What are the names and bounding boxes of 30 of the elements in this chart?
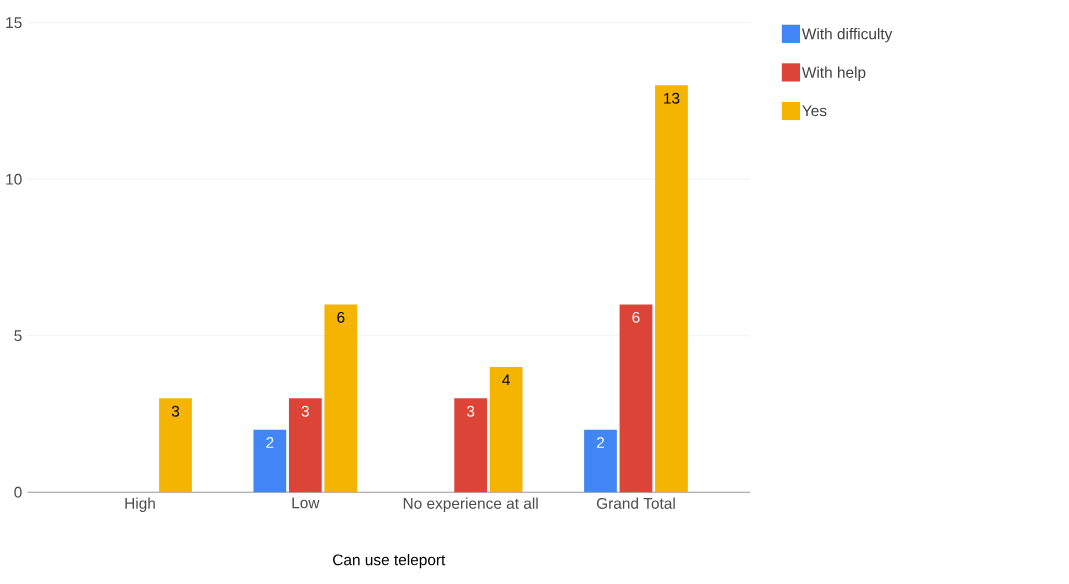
- bar: [655, 85, 688, 493]
- legend-label: With difficulty: [801, 27, 893, 43]
- bar: [584, 429, 617, 493]
- x-tick-label: High: [125, 497, 155, 512]
- legend-label: Yes: [802, 105, 827, 117]
- bar: [288, 398, 322, 493]
- bar: [619, 304, 653, 493]
- y-tick-label: 15: [6, 17, 22, 29]
- data-label: 4: [502, 374, 510, 386]
- bar: [324, 304, 358, 493]
- bar: [253, 429, 287, 493]
- legend-label: With help: [801, 66, 866, 81]
- data-label: 6: [632, 311, 640, 323]
- bar: [489, 366, 523, 493]
- y-tick-label: 5: [14, 330, 22, 342]
- data-label: 2: [596, 437, 604, 448]
- data-label: 3: [466, 405, 475, 417]
- y-tick-label: 0: [14, 486, 22, 498]
- data-label: 13: [664, 92, 680, 104]
- x-tick-label: No experience at all: [403, 497, 538, 512]
- y-tick-label: 10: [6, 173, 22, 185]
- data-label: 3: [171, 405, 180, 417]
- bar: [159, 398, 192, 493]
- x-axis-title: Can use teleport: [333, 553, 446, 569]
- data-label: 2: [266, 437, 274, 448]
- bar: [454, 398, 488, 493]
- x-tick-label: Grand Total: [596, 497, 675, 509]
- data-label: 3: [301, 405, 309, 417]
- x-tick-label: Low: [292, 497, 320, 509]
- data-label: 6: [337, 311, 345, 323]
